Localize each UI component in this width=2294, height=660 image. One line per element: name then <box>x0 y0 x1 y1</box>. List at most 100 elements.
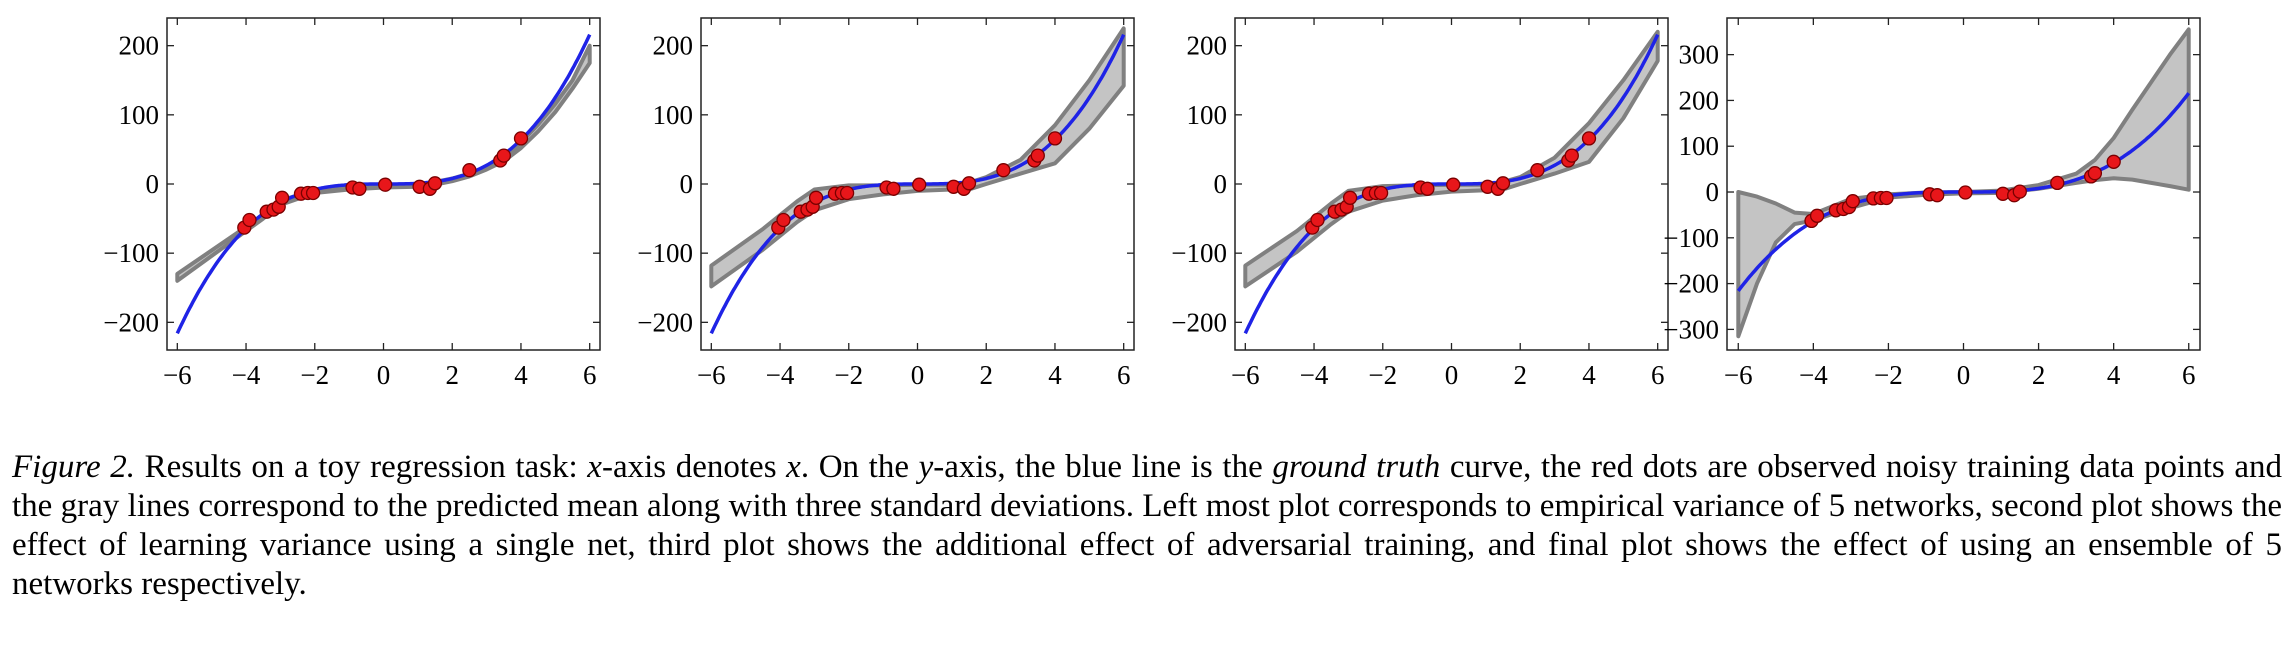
x-tick-label: −4 <box>232 360 261 390</box>
data-point <box>1310 212 1325 228</box>
y-tick-label: −100 <box>1171 238 1227 268</box>
x-tick-label: −4 <box>1300 360 1329 390</box>
data-point <box>1446 177 1461 192</box>
plot-area <box>1736 27 2191 339</box>
caption-text-5: curve, the red dots are observed noisy t… <box>12 449 2282 602</box>
plot-area <box>1243 29 1660 335</box>
x-tick-label: 4 <box>514 360 528 390</box>
x-tick-label: 0 <box>1445 360 1459 390</box>
data-point <box>242 212 257 228</box>
data-point <box>1564 148 1579 163</box>
data-point <box>839 185 855 201</box>
data-point <box>352 181 367 196</box>
x-tick-label: −6 <box>1724 360 1753 390</box>
y-tick-label: 0 <box>146 169 160 199</box>
data-point <box>1030 148 1045 163</box>
data-point <box>1930 188 1945 203</box>
caption-math-x-1: x <box>587 449 602 485</box>
y-tick-label: 100 <box>653 100 694 130</box>
data-point <box>1581 131 1597 146</box>
data-point <box>427 176 443 191</box>
x-tick-label: −2 <box>1874 360 1903 390</box>
data-point <box>2012 184 2027 199</box>
data-point <box>513 131 529 146</box>
x-tick-label: −6 <box>163 360 192 390</box>
y-tick-label: −200 <box>1663 269 1719 299</box>
data-point <box>1958 185 1973 200</box>
data-point <box>305 185 321 201</box>
data-point <box>1530 163 1545 178</box>
caption-text-1: Results on a toy regression task: <box>134 449 588 485</box>
data-point <box>1879 190 1894 206</box>
caption-math-x-2: x <box>786 449 801 485</box>
data-point <box>886 181 901 196</box>
y-tick-label: −200 <box>103 307 159 337</box>
x-tick-label: 0 <box>911 360 925 390</box>
x-tick-label: −2 <box>300 360 329 390</box>
x-tick-label: 4 <box>1582 360 1596 390</box>
x-tick-label: 0 <box>1957 360 1971 390</box>
data-point <box>378 177 393 192</box>
data-point <box>1047 131 1063 146</box>
caption-text-2: -axis denotes <box>601 449 787 485</box>
data-point <box>961 176 977 191</box>
data-point <box>912 177 927 192</box>
y-tick-label: 300 <box>1679 40 1720 70</box>
x-tick-label: −4 <box>766 360 795 390</box>
data-point <box>2050 175 2065 191</box>
x-tick-label: −6 <box>697 360 726 390</box>
y-tick-label: −100 <box>637 238 693 268</box>
caption-label: Figure 2. <box>12 449 135 485</box>
x-tick-label: 6 <box>1651 360 1665 390</box>
data-point <box>496 148 511 163</box>
x-tick-label: 2 <box>1513 360 1527 390</box>
x-tick-label: 6 <box>583 360 597 390</box>
chart-panel-2: −6 −4 −2 0 2 4 6 −200 −100 0 100 200 <box>637 17 1135 390</box>
x-tick-label: 2 <box>979 360 993 390</box>
x-tick-label: 2 <box>445 360 459 390</box>
data-point <box>776 212 791 228</box>
y-tick-label: 200 <box>653 31 694 61</box>
chart-panel-1: −6 −4 −2 0 2 4 6 −200 −100 0 100 200 <box>103 17 601 390</box>
data-point <box>274 190 290 205</box>
caption-math-y: y <box>918 449 934 485</box>
x-tick-label: −2 <box>1368 360 1397 390</box>
x-tick-label: −6 <box>1231 360 1260 390</box>
chart-panel-3: −6 −4 −2 0 2 4 6 −200 −100 0 100 200 <box>1171 17 1669 390</box>
data-point <box>462 163 477 178</box>
y-tick-label: −200 <box>637 307 693 337</box>
figure-panels: −6 −4 −2 0 2 4 6 −200 −100 0 100 200 −6 −4 −2 0 2 4 6 −200−… <box>103 17 2201 390</box>
caption-text-3: . On the <box>800 449 919 485</box>
plot-frame <box>1726 17 2201 351</box>
data-point <box>2087 166 2103 181</box>
y-tick-label: 100 <box>119 100 160 130</box>
y-tick-label: 0 <box>1214 169 1228 199</box>
prediction-band <box>709 26 1126 289</box>
x-tick-label: 0 <box>377 360 391 390</box>
x-tick-label: −4 <box>1799 360 1828 390</box>
data-point <box>1495 176 1511 191</box>
y-tick-label: −200 <box>1171 307 1227 337</box>
data-point <box>808 190 824 205</box>
data-point <box>1342 190 1358 205</box>
data-point <box>1845 194 1860 209</box>
figure-caption: Figure 2. Results on a toy regression ta… <box>12 448 2282 604</box>
x-tick-label: 6 <box>1117 360 1131 390</box>
y-tick-label: 200 <box>1679 85 1720 115</box>
y-tick-label: −100 <box>1663 223 1719 253</box>
x-tick-label: −2 <box>834 360 863 390</box>
y-tick-label: −100 <box>103 238 159 268</box>
y-tick-label: 100 <box>1187 100 1228 130</box>
y-tick-label: 200 <box>1187 31 1228 61</box>
x-tick-label: 6 <box>2182 360 2196 390</box>
data-point <box>1809 208 1825 223</box>
prediction-band <box>1243 29 1660 289</box>
y-tick-label: 200 <box>119 31 160 61</box>
chart-panel-4: −6 −4 −2 0 2 4 6 −300 −200 −100 0 100 200 300 <box>1663 17 2201 390</box>
caption-text-4: -axis, the blue line is the <box>933 449 1273 485</box>
caption-ground-truth: ground truth <box>1272 449 1441 485</box>
data-point <box>1373 185 1389 201</box>
prediction-band <box>1736 27 2191 339</box>
plot-area <box>709 26 1126 335</box>
